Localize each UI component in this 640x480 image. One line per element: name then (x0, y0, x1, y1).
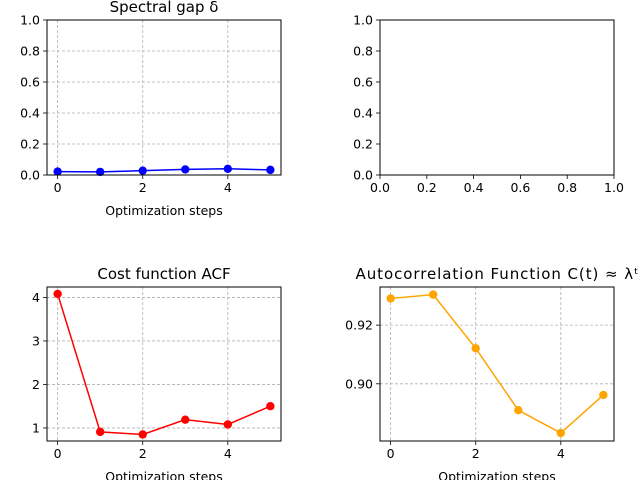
series-line (390, 293, 604, 434)
x-tick-label: 0 (387, 446, 395, 461)
x-axis-label: Optimization steps (105, 469, 223, 480)
x-tick-label: 1.0 (604, 180, 624, 195)
axes-frame (379, 286, 615, 442)
y-tick-label: 0.4 (353, 106, 373, 121)
y-tick-label: 0.8 (20, 44, 40, 59)
data-point (95, 167, 105, 177)
chart-panel-3: 0 2 4 1 2 3 4 Cost function ACF Optimization ste… (32, 265, 282, 480)
y-tick-label: 0.2 (20, 137, 40, 152)
x-tick-label: 4 (224, 446, 232, 461)
x-tick-label: 0.8 (557, 180, 577, 195)
y-tick-label: 0.4 (20, 106, 40, 121)
x-axis-label: Optimization steps (105, 203, 223, 218)
x-tick-label: 0 (54, 180, 62, 195)
y-tick-label: 4 (32, 290, 40, 305)
axes-frame (379, 19, 615, 176)
series-line (56, 293, 271, 436)
x-tick-label: 0 (54, 446, 62, 461)
x-tick-label: 0.2 (417, 180, 437, 195)
data-point (95, 427, 105, 437)
y-tick-label: 0.0 (20, 168, 40, 183)
axes-frame (46, 19, 282, 176)
data-point (223, 420, 233, 429)
chart-title: Spectral gap δ (110, 0, 219, 16)
x-tick-label: 0.0 (370, 180, 390, 195)
y-tick-label: 0.8 (353, 44, 373, 59)
x-tick-label: 0.4 (464, 180, 484, 195)
data-point (223, 164, 233, 173)
y-tick-label: 0.6 (353, 75, 373, 90)
y-tick-label: 3 (32, 333, 40, 348)
y-tick-label: 0.92 (345, 318, 373, 333)
data-point (428, 290, 438, 299)
data-point (556, 428, 566, 438)
x-tick-label: 4 (224, 180, 232, 195)
x-tick-label: 2 (139, 180, 147, 195)
data-point (266, 165, 275, 175)
data-point (181, 165, 190, 174)
data-point (266, 401, 275, 411)
y-tick-label: 0.0 (353, 168, 373, 183)
y-tick-label: 0.6 (20, 75, 40, 90)
y-tick-label: 1.0 (353, 13, 373, 28)
data-point (53, 289, 62, 299)
y-tick-label: 0.2 (353, 137, 373, 152)
series-line (57, 168, 271, 173)
y-tick-label: 0.90 (345, 376, 373, 391)
data-point (386, 294, 395, 303)
chart-panel-1: 0 2 4 0.0 0.2 0.4 0.6 0.8 1.0 Spectral gap δ Optim… (20, 0, 282, 218)
chart-title: Autocorrelation Function C(t) ≈ λᵗ (356, 265, 639, 283)
x-tick-label: 2 (139, 446, 147, 461)
y-tick-label: 2 (32, 377, 40, 392)
data-point (138, 430, 147, 439)
y-tick-label: 1.0 (20, 13, 40, 28)
data-point (181, 415, 190, 424)
x-axis-label: Optimization steps (438, 469, 556, 480)
data-point (514, 406, 523, 415)
y-tick-label: 1 (32, 420, 40, 435)
x-tick-label: 4 (557, 446, 565, 461)
data-point (599, 390, 608, 400)
x-tick-label: 0.6 (510, 180, 530, 195)
data-point (471, 344, 480, 353)
data-point (138, 166, 147, 175)
chart-title: Cost function ACF (97, 265, 230, 283)
data-point (53, 167, 62, 176)
axes-frame (46, 286, 282, 442)
chart-panel-2: 0.0 0.2 0.4 0.6 0.8 1.0 0.0 0.2 0.4 0.6 0.8 1.0 (353, 13, 624, 196)
chart-panel-4: 0 2 4 0.90 0.92 Autocorrelation Function C(t)… (345, 265, 638, 480)
x-tick-label: 2 (472, 446, 480, 461)
